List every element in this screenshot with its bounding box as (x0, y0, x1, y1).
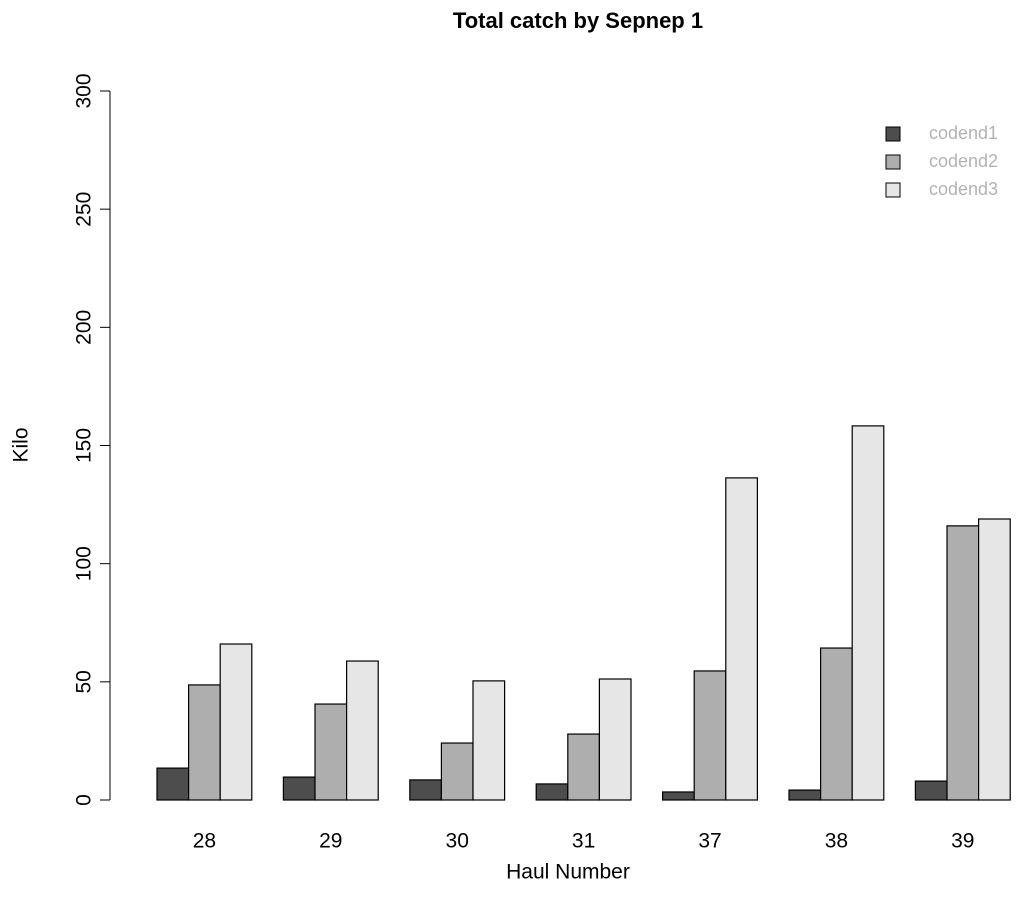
x-tick-label: 39 (951, 830, 974, 853)
bar (977, 518, 1011, 801)
y-tick-label: 300 (73, 73, 96, 108)
bar (472, 680, 506, 801)
x-tick-label: 29 (319, 830, 342, 853)
y-tick-label: 200 (73, 310, 96, 345)
y-tick-label: 250 (73, 192, 96, 227)
chart-title: Total catch by Sepnep 1 (453, 8, 703, 33)
y-tick-label: 50 (73, 670, 96, 693)
y-tick-label: 100 (73, 546, 96, 581)
bar (788, 789, 822, 801)
bar (661, 791, 695, 801)
y-tick-label: 0 (73, 794, 96, 806)
bar (440, 742, 474, 801)
x-tick-label: 38 (825, 830, 848, 853)
bar (851, 425, 885, 801)
x-tick-label: 30 (446, 830, 469, 853)
bar (188, 684, 221, 801)
bar (282, 776, 316, 801)
y-tick-label: 150 (73, 428, 96, 463)
bar (819, 647, 853, 801)
bar (219, 643, 253, 801)
bar (725, 477, 758, 801)
bar (535, 783, 569, 801)
bar (567, 733, 600, 801)
legend-label: codend2 (929, 151, 998, 171)
legend-label: codend1 (929, 123, 998, 143)
bar (946, 525, 980, 801)
bar (409, 779, 442, 801)
x-tick-label: 31 (572, 830, 595, 853)
legend-swatch (885, 182, 901, 198)
x-tick-label: 28 (193, 830, 216, 853)
bar (156, 767, 190, 801)
y-axis-label: Kilo (10, 427, 33, 462)
bar (346, 660, 379, 801)
bar (693, 670, 727, 801)
x-tick-label: 37 (698, 830, 721, 853)
bar (914, 780, 948, 801)
x-axis-label: Haul Number (506, 861, 630, 884)
legend-swatch (885, 126, 901, 142)
legend-swatch (885, 154, 901, 170)
bar (314, 703, 348, 801)
bar (598, 678, 632, 801)
legend-label: codend3 (929, 179, 998, 199)
